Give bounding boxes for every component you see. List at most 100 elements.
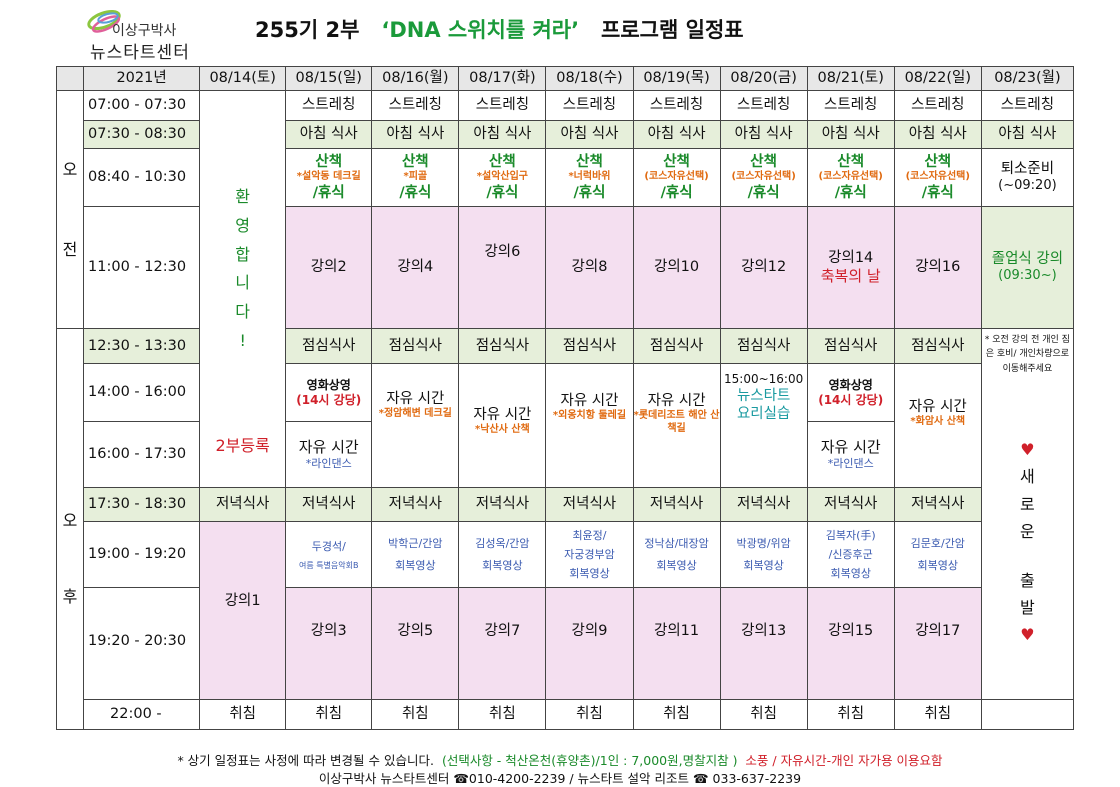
stretch-cell: 스트레칭 (806, 90, 895, 121)
lunch-cell: 점심식사 (545, 328, 634, 364)
free-time-label: 자유 시간 (473, 407, 532, 423)
row-1920: 19:20 - 20:30 강의3 강의5 강의7 강의9 강의11 강의13 … (57, 587, 1074, 700)
lunch-cell: 점심식사 (719, 328, 808, 364)
stretch-cell: 스트레칭 (545, 90, 634, 121)
stretch-cell: 스트레칭 (980, 90, 1075, 121)
stretch-cell: 스트레칭 (285, 90, 373, 121)
notice-0823: * 오전 강의 전 개인 짐은 호비/ 개인차량으로 이동해주세요 (984, 335, 1070, 374)
time-cell: 19:20 - 20:30 (83, 587, 201, 700)
breakfast-cell: 아침 식사 (893, 120, 982, 149)
rest-label: /휴식 (486, 184, 519, 201)
rest-label: /휴식 (312, 184, 345, 201)
dinner-cell: 저녁식사 (719, 487, 808, 522)
time-cell: 16:00 - 17:30 (83, 421, 201, 488)
speaker-topic: 회복영상 (569, 567, 610, 581)
time-cell: 14:00 - 16:00 (83, 363, 201, 422)
speaker-name: 김복자(手) (825, 528, 876, 542)
walk-cell: 산책 (코스자유선택)/휴식 (806, 148, 895, 207)
time-cell: 22:00 - (83, 699, 201, 730)
page-header: 이상구박사 뉴스타트센터 255기 2부 ‘DNA 스위치를 켜라’ 프로그램 … (0, 0, 1120, 63)
welcome-text: 환 영 합 니 다 ! (201, 183, 285, 356)
breakfast-cell: 아침 식사 (285, 120, 373, 149)
speaker-name: 최윤정/ (572, 528, 607, 542)
free-note: *화암사 산책 (910, 416, 966, 428)
lecture-cell: 강의8 (545, 206, 634, 329)
pm-bottom-char: 후 (62, 587, 78, 606)
free-time-label: 자유 시간 (560, 393, 619, 409)
walk-cell: 산책 *피골/휴식 (371, 148, 460, 207)
speaker-name: 김성옥/간암 (475, 536, 530, 550)
dinner-cell: 저녁식사 (458, 487, 547, 522)
row-1100: 11:00 - 12:30 강의2 강의4 강의6 강의8 강의10 강의12 … (57, 206, 1075, 329)
empty-cell (980, 699, 1075, 730)
schedule-table: 2021년 08/14(토) 08/15(일) 08/16(월) 08/17(화… (55, 66, 1075, 730)
time-cell: 08:40 - 10:30 (83, 148, 201, 207)
date-header-row: 2021년 08/14(토) 08/15(일) 08/16(월) 08/17(화… (55, 66, 1075, 91)
walk-label: 산책 (489, 154, 516, 171)
lecture-cell: 강의7 (458, 587, 547, 700)
departure-cell: * 오전 강의 전 개인 짐은 호비/ 개인차량으로 이동해주세요 ♥ 새 로 … (980, 328, 1075, 700)
stretch-cell: 스트레칭 (371, 90, 460, 121)
sleep-cell: 취침 (893, 699, 982, 730)
checkout-time: (~09:20) (998, 178, 1057, 194)
free-time-label: 자유 시간 (298, 438, 359, 457)
breakfast-cell: 아침 식사 (545, 120, 634, 149)
walk-note: (코스자유선택) (818, 171, 883, 183)
speaker-topic: 회복영상 (395, 558, 436, 572)
lunch-cell: 점심식사 (458, 328, 547, 364)
year-cell: 2021년 (83, 66, 201, 91)
speaker-topic: 회복영상 (830, 567, 871, 581)
stretch-cell: 스트레칭 (458, 90, 547, 121)
lecture1-cell: 강의1 (199, 521, 287, 700)
graduation-cell: 졸업식 강의 (09:30~) (980, 206, 1075, 329)
speaker-topic: 회복영상 (482, 558, 523, 572)
stretch-cell: 스트레칭 (719, 90, 808, 121)
walk-note: *피골 (403, 171, 428, 183)
title-theme: ‘DNA 스위치를 켜라’ (381, 18, 580, 42)
date-0814: 08/14(토) (199, 66, 287, 91)
rest-label: /휴식 (399, 184, 432, 201)
graduation-time: (09:30~) (998, 268, 1057, 284)
walk-label: 산책 (924, 154, 952, 171)
welcome-char: 니 (235, 273, 251, 293)
time-cell: 12:30 - 13:30 (83, 328, 201, 364)
lecture-cell: 강의4 (371, 206, 460, 329)
line-dance-label: *라인댄스 (827, 457, 874, 470)
breakfast-cell: 아침 식사 (980, 120, 1075, 149)
lecture-cell: 강의10 (632, 206, 721, 329)
movie-cell: 영화상영 (14시 강당) (285, 363, 373, 422)
welcome-char: 환 (235, 187, 251, 206)
lecture-cell: 강의17 (893, 587, 982, 700)
cooking-title: 뉴스타트 (736, 388, 791, 404)
lecture-cell: 강의13 (719, 587, 808, 700)
walk-note: (코스자유선택) (731, 171, 796, 183)
walk-cell: 산책 (코스자유선택)/휴식 (719, 148, 808, 207)
cooking-time: 15:00~16:00 (724, 372, 804, 386)
walk-cell: 산책 (코스자유선택)/휴식 (893, 148, 982, 207)
speaker-cell: 정낙삼/대장암 회복영상 (632, 521, 721, 588)
lecture-cell: 강의16 (893, 206, 982, 329)
walk-cell: 산책 *설악산입구/휴식 (458, 148, 547, 207)
rest-label: /휴식 (834, 184, 867, 201)
free-time-label: 자유 시간 (647, 393, 706, 409)
farewell-char: 새 (1020, 467, 1035, 487)
heart-icon: ♥ (1020, 625, 1035, 645)
checkout-cell: 퇴소준비 (~09:20) (980, 148, 1075, 207)
lecture-cell: 강의12 (719, 206, 808, 329)
rest-label: /휴식 (747, 184, 780, 201)
sleep-cell: 취침 (632, 699, 721, 730)
speaker-name: 박학근/간암 (388, 536, 443, 550)
welcome-char: ! (239, 330, 246, 350)
free-time-cell: 자유 시간 *정암해변 데크길 (371, 363, 460, 488)
speaker-topic: /신증후군 (828, 547, 873, 561)
sleep-cell: 취침 (199, 699, 287, 730)
lunch-cell: 점심식사 (632, 328, 721, 364)
pm-label: 오 후 (55, 328, 85, 730)
logo-line1: 이상구박사 (112, 23, 177, 39)
speaker-name: 박광명/위암 (736, 536, 791, 550)
walk-note: (코스자유선택) (644, 171, 709, 183)
row-1600: 16:00 - 17:30 자유 시간 *라인댄스 자유 시간 *라인댄스 (57, 421, 1074, 488)
footer-gear: 소풍 / 자유시간-개인 자가용 이용요함 (745, 753, 943, 768)
page-title: 255기 2부 ‘DNA 스위치를 켜라’ 프로그램 일정표 (255, 14, 744, 44)
